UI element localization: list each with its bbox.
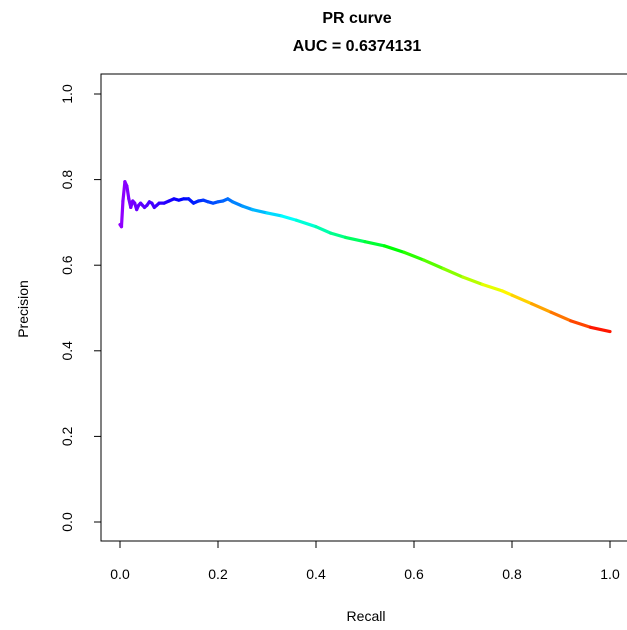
pr-curve-segment <box>240 204 254 212</box>
pr-curve-segment <box>481 282 504 293</box>
pr-curve-segment <box>569 319 593 329</box>
y-tick-label: 0.0 <box>59 512 75 532</box>
pr-curve-segment <box>529 302 553 314</box>
x-tick-label: 0.6 <box>404 566 424 582</box>
y-tick-label: 0.8 <box>59 170 75 190</box>
x-tick-label: 0.4 <box>306 566 326 582</box>
pr-curve-segment <box>363 240 387 248</box>
pr-curve-segment <box>280 214 298 222</box>
pr-curve-segment <box>422 258 445 271</box>
y-axis-label: Precision <box>15 280 31 338</box>
x-tick-label: 0.0 <box>110 566 130 582</box>
pr-curve-segment <box>314 225 333 235</box>
pr-curve-segment <box>500 289 514 297</box>
pr-curve-segment <box>549 310 573 323</box>
x-tick-label: 0.2 <box>208 566 228 582</box>
x-tick-label: 0.8 <box>502 566 522 582</box>
pr-curve-segment <box>329 231 347 239</box>
pr-curve-segment <box>510 293 534 306</box>
pr-curve-segment <box>383 244 406 254</box>
pr-curve-segment <box>121 180 127 203</box>
chart-title: PR curve <box>322 10 391 27</box>
pr-curve-segment <box>265 211 284 218</box>
pr-curve-segment <box>294 218 318 229</box>
y-tick-label: 0.6 <box>59 255 75 275</box>
pr-curve-segment <box>119 199 125 229</box>
pr-curve-segment <box>402 250 426 262</box>
pr-curve-segment <box>231 200 245 208</box>
x-tick-label: 1.0 <box>600 566 620 582</box>
pr-curve-segment <box>441 267 465 279</box>
pr-curve-segment <box>125 184 131 201</box>
plot-frame <box>100 73 627 542</box>
y-tick-label: 1.0 <box>59 84 75 104</box>
x-axis-label: Recall <box>347 608 386 624</box>
pr-curve-segment <box>343 235 367 244</box>
chart-subtitle: AUC = 0.6374131 <box>293 38 422 55</box>
y-tick-label: 0.4 <box>59 341 75 361</box>
x-axis: 0.0 0.2 0.4 0.6 0.8 1.0 <box>110 540 620 582</box>
pr-curve-line <box>118 180 612 334</box>
pr-curve-segment <box>250 207 269 215</box>
pr-curve-segment <box>461 275 485 287</box>
y-tick-label: 0.2 <box>59 426 75 446</box>
pr-curve-segment <box>588 325 612 334</box>
y-axis: 0.0 0.2 0.4 0.6 0.8 1.0 <box>59 84 102 532</box>
